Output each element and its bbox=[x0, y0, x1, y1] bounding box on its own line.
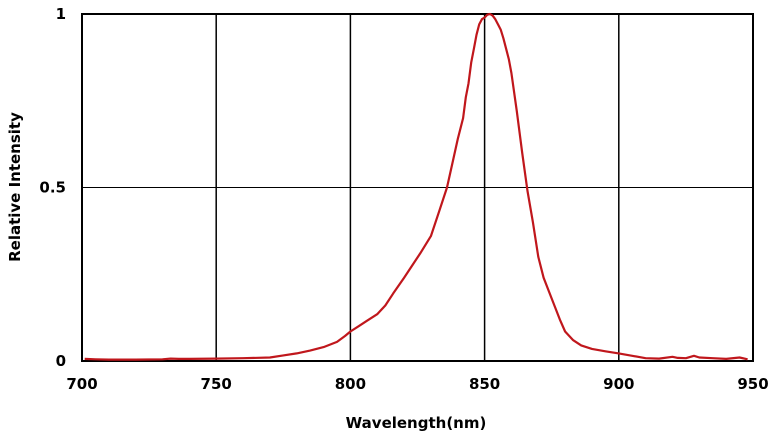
x-tick-label: 700 bbox=[66, 375, 97, 393]
x-tick-label: 900 bbox=[603, 375, 634, 393]
x-tick-label: 850 bbox=[469, 375, 500, 393]
y-tick-label: 0 bbox=[56, 352, 66, 370]
x-axis-title: Wavelength(nm) bbox=[346, 414, 487, 432]
x-tick-label: 950 bbox=[737, 375, 768, 393]
y-tick-labels: 00.51 bbox=[39, 5, 66, 370]
x-tick-labels: 700 750 800 850 900 950 bbox=[66, 375, 768, 393]
series-layer bbox=[84, 12, 748, 361]
y-tick-label: 1 bbox=[56, 5, 66, 23]
x-tick-label: 750 bbox=[201, 375, 232, 393]
x-tick-label: 800 bbox=[335, 375, 366, 393]
grid-lines bbox=[82, 14, 753, 361]
y-tick-label: 0.5 bbox=[39, 179, 66, 197]
plot-area bbox=[81, 13, 754, 362]
y-axis-title: Relative Intensity bbox=[6, 112, 24, 262]
series-line bbox=[84, 12, 748, 361]
